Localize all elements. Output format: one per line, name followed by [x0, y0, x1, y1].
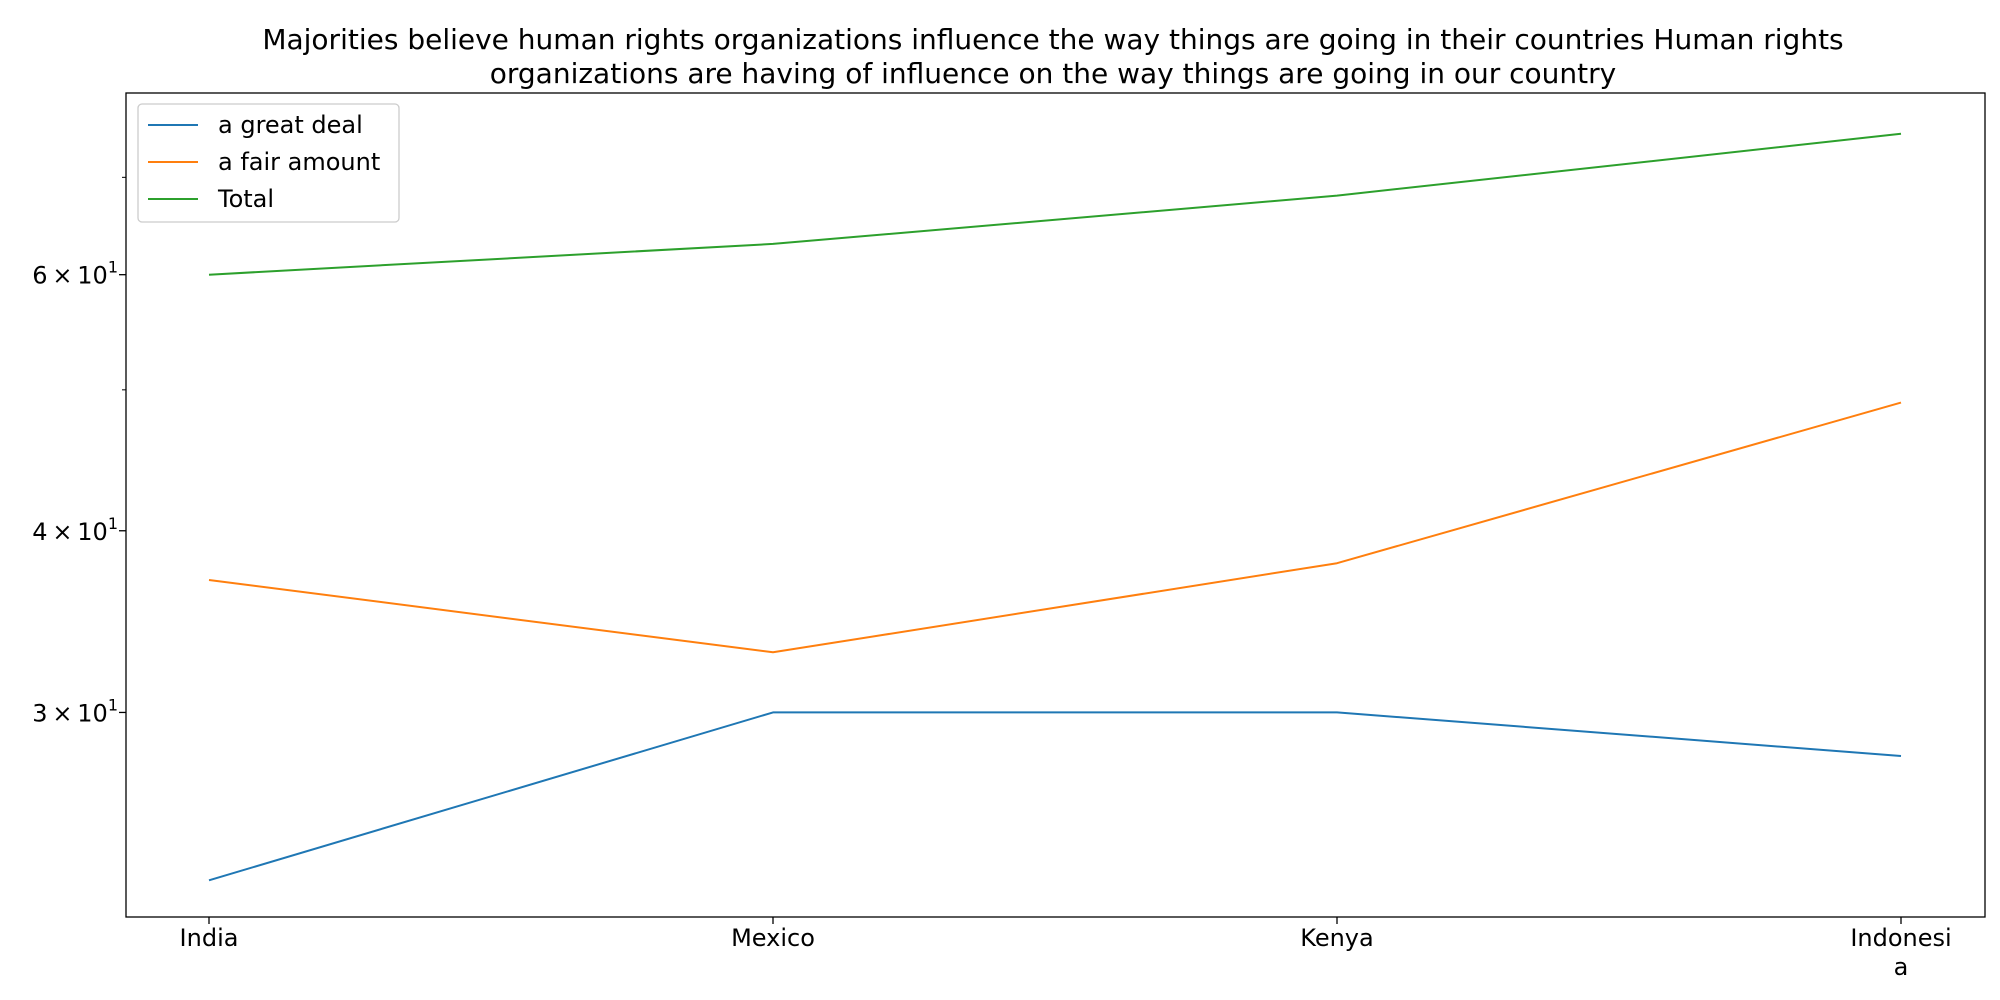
- series-lines: [208, 132, 1902, 882]
- plot-area-frame: [125, 92, 1986, 918]
- y-axis: 3 × 101 4 × 101 6 × 101: [32, 176, 126, 727]
- x-tick-label: Kenya: [1300, 924, 1373, 952]
- x-tick-label: India: [180, 924, 239, 952]
- series-line-total: [208, 132, 1902, 276]
- y-tick-label: 6 × 101: [32, 258, 118, 290]
- x-axis: India Mexico Kenya Indonesi a: [180, 917, 1952, 981]
- x-tick-label: Indonesi a: [1850, 924, 1951, 981]
- legend: a great deal a fair amount Total: [137, 103, 400, 223]
- chart-title-line-2: organizations are having of influence on…: [490, 57, 1616, 90]
- legend-label: a great deal: [218, 111, 363, 139]
- legend-label: a fair amount: [218, 148, 380, 176]
- legend-box: [137, 103, 400, 223]
- chart-title-line-1: Majorities believe human rights organiza…: [262, 23, 1843, 56]
- x-tick-label: Mexico: [731, 924, 815, 952]
- legend-label: Total: [217, 185, 274, 213]
- y-tick-label: 3 × 101: [32, 695, 118, 727]
- series-line-a-fair-amount: [208, 401, 1902, 654]
- series-line-a-great-deal: [208, 711, 1902, 882]
- y-tick-label: 4 × 101: [32, 514, 118, 546]
